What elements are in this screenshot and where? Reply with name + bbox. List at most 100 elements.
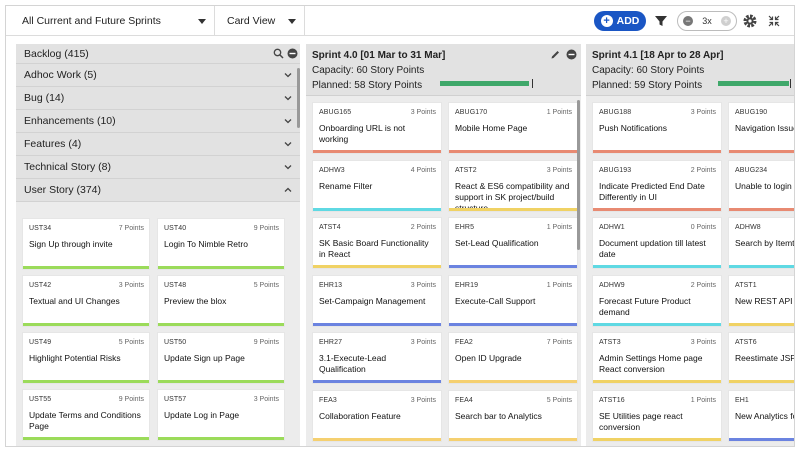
card-points: 3 Points xyxy=(410,109,436,116)
story-card[interactable]: EHR27 3 Points 3.1-Execute-Lead Qualificat… xyxy=(312,332,442,384)
story-card[interactable]: ATST4 2 Points SK Basic Board Functionalit… xyxy=(312,217,442,269)
story-card[interactable]: EHR19 1 Points Execute-Call Support xyxy=(448,274,578,327)
sprint-filter-dropdown[interactable]: All Current and Future Sprints xyxy=(10,6,215,36)
sprint-header: Sprint 4.0 [01 Mar to 31 Mar] Capacity: … xyxy=(306,44,581,96)
card-id: ADHW1 xyxy=(599,224,625,231)
story-card[interactable]: EHR13 3 Points Set-Campaign Management xyxy=(312,274,442,327)
story-card[interactable]: ABUG190 Navigation Issues xyxy=(728,102,794,154)
story-card[interactable]: UST48 5 Points Preview the blox xyxy=(157,275,285,327)
group-bug[interactable]: Bug (14) xyxy=(16,87,300,110)
card-id: FEA3 xyxy=(319,396,337,404)
story-card[interactable]: UST55 9 Points Update Terms and Conditions… xyxy=(22,389,150,441)
story-card[interactable]: ABUG193 2 Points Indicate Predicted End Da… xyxy=(592,159,722,212)
collapse-icon[interactable] xyxy=(767,14,781,28)
chevron-down-icon xyxy=(288,19,296,24)
gear-icon[interactable] xyxy=(742,13,758,29)
story-card[interactable]: ABUG165 3 Points Onboarding URL is not wor… xyxy=(312,102,442,154)
card-id: ATST1 xyxy=(735,281,757,289)
story-card[interactable]: ABUG170 1 Points Mobile Home Page xyxy=(448,102,578,154)
story-card[interactable]: EHR5 1 Points Set-Lead Qualification xyxy=(448,217,578,269)
card-title: Set-Campaign Management xyxy=(319,295,426,306)
zoom-in-icon[interactable]: + xyxy=(720,16,731,26)
edit-icon[interactable] xyxy=(550,49,561,60)
card-title: Update Log in Page xyxy=(164,410,240,420)
card-id: UST48 xyxy=(164,282,187,289)
story-card[interactable]: ABUG188 3 Points Push Notifications xyxy=(592,102,722,154)
group-adhoc-work[interactable]: Adhoc Work (5) xyxy=(16,64,300,87)
story-card[interactable]: ADHW8 Search by Itemtyp xyxy=(728,217,794,269)
collapse-minus-icon[interactable] xyxy=(287,48,298,59)
card-id: UST42 xyxy=(29,282,52,289)
card-title: Indicate Predicted End Date Differently … xyxy=(599,180,705,202)
view-mode-dropdown[interactable]: Card View xyxy=(215,6,305,36)
story-card[interactable]: FEA3 3 Points Collaboration Feature xyxy=(312,389,442,442)
card-id: ATST16 xyxy=(599,396,625,404)
card-id: ABUG170 xyxy=(455,109,488,116)
card-title: Push Notifications xyxy=(599,123,668,133)
card-title: Execute-Call Support xyxy=(455,295,536,306)
card-type-bar xyxy=(158,380,284,383)
card-title: Collaboration Feature xyxy=(319,410,401,421)
sprint-filter-value: All Current and Future Sprints xyxy=(22,15,161,27)
group-enhancements[interactable]: Enhancements (10) xyxy=(16,110,300,133)
story-card[interactable]: ADHW9 2 Points Forecast Future Product dem… xyxy=(592,274,722,327)
card-id: UST55 xyxy=(29,396,52,403)
story-card[interactable]: UST34 7 Points Sign Up through invite xyxy=(22,218,150,270)
story-card[interactable]: UST49 5 Points Highlight Potential Risks xyxy=(22,332,150,384)
card-type-bar xyxy=(23,323,149,326)
group-user-story[interactable]: User Story (374) xyxy=(16,179,300,202)
story-card[interactable]: UST42 3 Points Textual and UI Changes xyxy=(22,275,150,327)
story-card[interactable]: ATST6 Reestimate JSP & efforts xyxy=(728,332,794,384)
collapse-minus-icon[interactable] xyxy=(566,49,577,60)
story-card[interactable]: ATST2 3 Points React & ES6 compatibility a… xyxy=(448,159,578,212)
story-card[interactable]: EH1 New Analytics for xyxy=(728,389,795,442)
card-type-bar xyxy=(23,266,149,269)
card-type-bar xyxy=(158,266,284,269)
group-label: Adhoc Work (5) xyxy=(24,69,97,81)
card-title: SE Utilities page react conversion xyxy=(599,410,683,432)
card-title: New Analytics for xyxy=(735,410,795,421)
add-button[interactable]: + ADD xyxy=(594,11,646,31)
story-card[interactable]: ADHW1 0 Points Document updation till late… xyxy=(592,217,722,269)
card-type-bar xyxy=(593,437,721,441)
card-type-bar xyxy=(313,265,441,268)
backlog-header[interactable]: Backlog (415) xyxy=(16,44,300,64)
zoom-out-icon[interactable]: − xyxy=(683,16,693,26)
story-card[interactable]: ATST3 3 Points Admin Settings Home page Re… xyxy=(592,332,722,384)
story-card[interactable]: ADHW3 4 Points Rename Filter xyxy=(312,159,442,212)
story-card[interactable]: ABUG234 Unable to login xyxy=(728,159,794,212)
sprint-column: Sprint 4.1 [18 Apr to 28 Apr] Capacity: … xyxy=(586,44,795,446)
card-id: ABUG165 xyxy=(319,109,352,116)
card-title: Login To Nimble Retro xyxy=(164,239,248,249)
card-points: 3 Points xyxy=(410,281,436,289)
search-icon[interactable] xyxy=(273,48,284,59)
chevron-down-icon xyxy=(284,73,292,78)
card-id: UST49 xyxy=(29,339,52,346)
story-card[interactable]: UST57 3 Points Update Log in Page xyxy=(157,389,285,441)
group-technical-story[interactable]: Technical Story (8) xyxy=(16,156,300,179)
card-id: ATST2 xyxy=(455,166,477,174)
chevron-up-icon xyxy=(284,187,292,192)
scrollbar[interactable] xyxy=(297,68,300,128)
card-type-bar xyxy=(449,265,577,268)
card-type-bar xyxy=(313,150,441,153)
group-label: Bug (14) xyxy=(24,92,65,104)
story-card[interactable]: UST40 9 Points Login To Nimble Retro xyxy=(157,218,285,270)
sprint-capacity: Capacity: 60 Story Points xyxy=(592,65,705,76)
story-card[interactable]: FEA4 5 Points Search bar to Analytics xyxy=(448,389,578,442)
card-points: 3 Points xyxy=(118,282,144,289)
group-features[interactable]: Features (4) xyxy=(16,133,300,156)
story-card[interactable]: ATST1 New REST API for Update xyxy=(728,274,794,327)
story-card[interactable]: FEA2 7 Points Open ID Upgrade xyxy=(448,332,578,384)
chevron-down-icon xyxy=(284,165,292,170)
card-title: Highlight Potential Risks xyxy=(29,353,121,363)
story-card[interactable]: ATST16 1 Points SE Utilities page react co… xyxy=(592,389,722,442)
chevron-down-icon xyxy=(198,19,206,24)
card-title: Document updation till latest date xyxy=(599,238,706,259)
card-title: SK Basic Board Functionality in React xyxy=(319,238,429,259)
card-points: 2 Points xyxy=(690,166,716,174)
card-id: UST57 xyxy=(164,396,187,403)
scrollbar[interactable] xyxy=(577,100,580,250)
filter-icon[interactable] xyxy=(654,14,668,28)
story-card[interactable]: UST50 9 Points Update Sign up Page xyxy=(157,332,285,384)
